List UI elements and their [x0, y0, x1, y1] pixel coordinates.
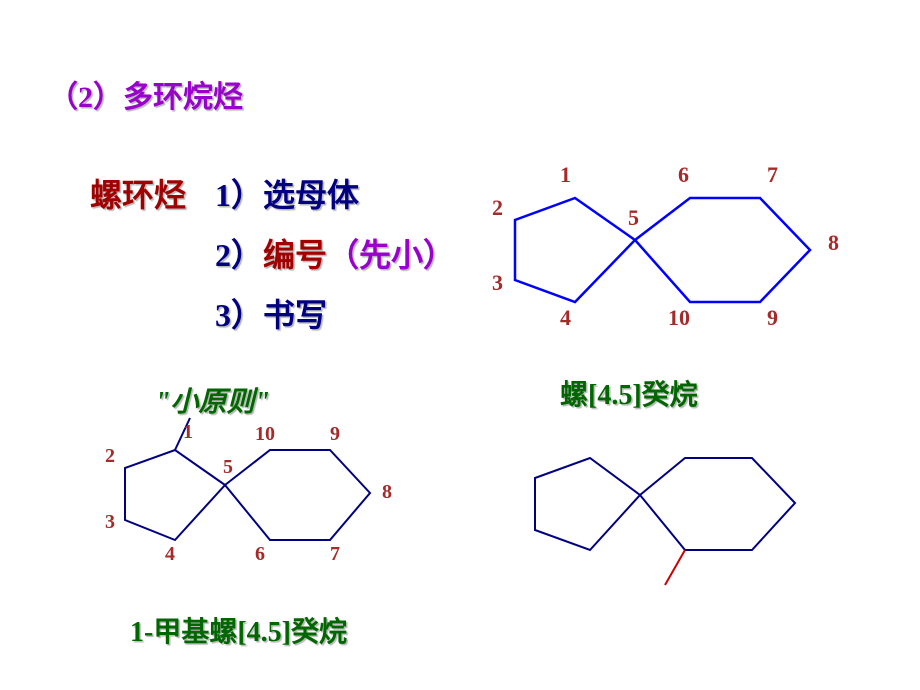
- svg-text:6: 6: [678, 162, 689, 187]
- caption-methyl-spiro: 1-甲基螺[4.5]癸烷: [130, 610, 347, 650]
- svg-text:10: 10: [255, 423, 275, 445]
- svg-text:8: 8: [828, 230, 839, 255]
- diagram-spiro-br: [530, 430, 830, 590]
- svg-text:8: 8: [382, 481, 392, 503]
- svg-text:1: 1: [560, 162, 571, 187]
- svg-text:2: 2: [492, 195, 503, 220]
- svg-text:7: 7: [330, 543, 340, 565]
- diagram-spiro-top: 12345678910: [500, 150, 860, 330]
- caption-spiro-4-5-decane: 螺[4.5]癸烷: [560, 373, 698, 413]
- svg-text:7: 7: [767, 162, 778, 187]
- svg-text:3: 3: [105, 511, 115, 533]
- svg-text:9: 9: [767, 305, 778, 330]
- rule-1-prefix: 1）: [215, 177, 263, 213]
- rule-1: 1）选母体: [215, 170, 359, 216]
- svg-text:3: 3: [492, 270, 503, 295]
- svg-text:10: 10: [668, 305, 690, 330]
- section-heading: （2）多环烷烃: [48, 72, 243, 116]
- rule-2: 2）编号（先小）: [215, 230, 455, 276]
- svg-text:5: 5: [628, 205, 639, 230]
- rule-2-paren: （先小）: [327, 237, 455, 273]
- diagram-spiro-bl: 12345678910: [115, 400, 415, 570]
- svg-text:5: 5: [223, 456, 233, 478]
- rule-2-prefix: 2）: [215, 237, 263, 273]
- rule-1-body: 选母体: [263, 177, 359, 213]
- svg-text:4: 4: [560, 305, 571, 330]
- rule-3: 3）书写: [215, 290, 327, 336]
- svg-text:4: 4: [165, 543, 175, 565]
- rule-2-body: 编号: [263, 237, 327, 273]
- rule-3-body: 书写: [263, 297, 327, 333]
- svg-text:6: 6: [255, 543, 265, 565]
- spiral-label: 螺环烃: [90, 170, 186, 216]
- svg-text:9: 9: [330, 423, 340, 445]
- svg-text:2: 2: [105, 445, 115, 467]
- rule-3-prefix: 3）: [215, 297, 263, 333]
- svg-text:1: 1: [183, 421, 193, 443]
